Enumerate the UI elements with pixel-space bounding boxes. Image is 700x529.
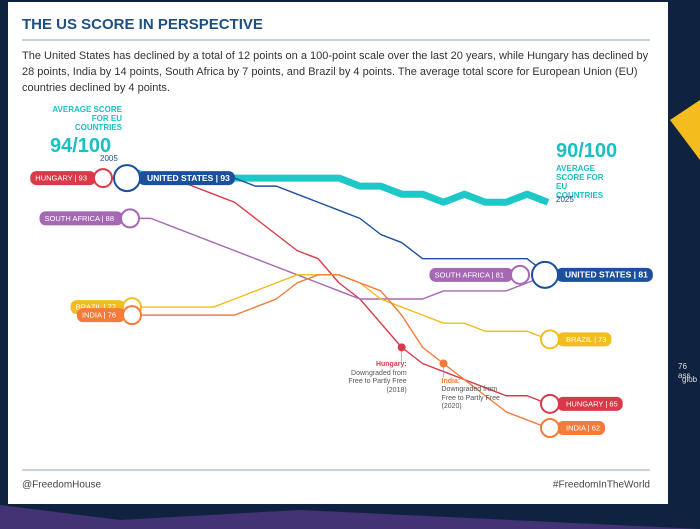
eu-score: 90/100 — [556, 140, 618, 162]
end-label: SOUTH AFRICA | 81 — [429, 264, 530, 285]
label-pill — [429, 267, 513, 282]
series-line — [130, 217, 549, 300]
label-pill — [557, 421, 606, 435]
eu-score: 94/100 — [50, 135, 112, 157]
decoration — [0, 505, 700, 529]
side-text: glob — [682, 375, 698, 384]
footer-left: @FreedomHouse — [22, 480, 102, 491]
label-pill — [138, 171, 235, 186]
series-line — [130, 177, 549, 405]
flag — [540, 418, 560, 438]
chart-title: THE US SCORE IN PERSPECTIVE — [22, 16, 263, 33]
annotation-title: India: — [441, 377, 461, 385]
label-pill — [556, 267, 653, 282]
label-pill — [76, 308, 125, 323]
annotation-text: Downgraded from Free to Partly Free (202… — [441, 386, 500, 410]
flag — [540, 329, 560, 350]
decoration — [670, 100, 700, 160]
series-label: SOUTH AFRICA | 81 — [435, 270, 504, 279]
end-label: UNITED STATES | 81 — [531, 260, 653, 289]
annotation: Hungary: Downgraded from Free to Partly F… — [347, 361, 407, 395]
end-label: INDIA | 76 — [76, 305, 142, 326]
annotation-dot — [439, 359, 448, 368]
series-label: SOUTH AFRICA | 88 — [45, 214, 114, 223]
label-pill — [557, 332, 612, 347]
eu-note: AVERAGE SCORE FOR EU COUNTRIES — [556, 164, 604, 200]
end-label: BRAZIL | 73 — [540, 329, 612, 350]
series-label: BRAZIL | 77 — [76, 303, 116, 312]
series-label: UNITED STATES | 93 — [147, 173, 230, 183]
label-pill — [557, 396, 623, 411]
annotation-text: Downgraded from Free to Partly Free (201… — [348, 369, 407, 394]
flag — [120, 208, 140, 229]
eu-note: AVERAGE SCORE FOR EU COUNTRIES — [52, 105, 122, 132]
annotation-dot — [397, 343, 406, 352]
flag — [93, 168, 113, 189]
series-label: UNITED STATES | 81 — [565, 270, 648, 280]
annotation-title: Hungary: — [375, 361, 407, 369]
card — [8, 2, 668, 504]
flag — [113, 164, 141, 193]
end-label: UNITED STATES | 93 — [113, 164, 235, 193]
flag — [510, 264, 530, 285]
end-label: HUNGARY | 65 — [540, 393, 623, 414]
side-text: 76 ass — [678, 362, 691, 380]
flag — [531, 260, 559, 289]
series-label: HUNGARY | 93 — [35, 174, 87, 183]
label-pill — [39, 211, 123, 226]
eu-year: 2005 — [100, 154, 118, 163]
flag — [122, 305, 142, 326]
series-label: INDIA | 62 — [566, 423, 600, 432]
end-label: INDIA | 62 — [540, 418, 606, 438]
end-label: SOUTH AFRICA | 88 — [39, 208, 140, 229]
end-label: HUNGARY | 93 — [30, 168, 113, 189]
flag — [540, 393, 560, 414]
annotation: India: Downgraded from Free to Partly Fre… — [442, 378, 502, 412]
footer-right: #FreedomInTheWorld — [553, 480, 650, 491]
series-label: INDIA | 76 — [82, 311, 116, 320]
series-label: BRAZIL | 73 — [566, 335, 606, 344]
label-pill — [30, 171, 96, 186]
series-label: HUNGARY | 65 — [566, 399, 618, 408]
subtitle: The United States has declined by a tota… — [22, 50, 649, 94]
series-line — [130, 274, 549, 429]
eu-year: 2025 — [556, 195, 574, 204]
